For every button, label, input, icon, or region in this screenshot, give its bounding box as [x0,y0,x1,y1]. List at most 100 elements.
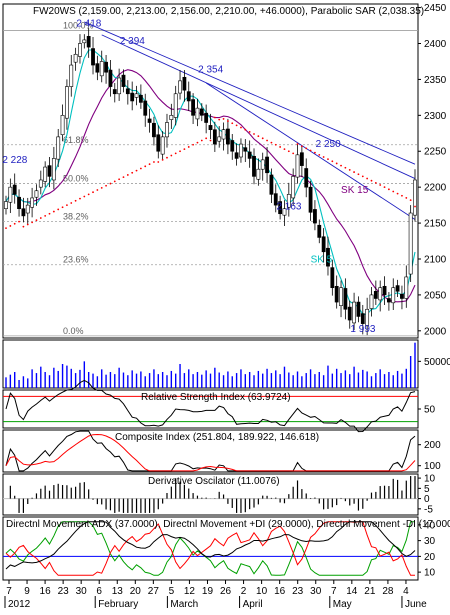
candle-body [291,176,296,199]
sar-dot [61,206,64,209]
dmi-minus-line [5,521,415,576]
fib-label: 0.0% [63,326,84,336]
candle-body [182,76,187,91]
candle-body [34,190,39,198]
y-tick-label-dmi: 20 [424,552,436,563]
candle-body [134,93,139,98]
sar-dot [5,227,7,230]
candle-body [369,294,374,309]
candle-body [391,287,396,304]
sar-dot [18,220,20,223]
x-month-label: February [98,599,138,610]
sar-dot [213,116,216,119]
x-month-label: March [170,599,198,610]
sar-dot [79,197,81,200]
sar-dot [266,139,268,142]
sar-dot [383,186,386,189]
sar-dot [105,184,107,187]
sar-dot [340,164,342,167]
candle-body [86,36,91,48]
candle-body [12,184,17,195]
sar-dot [257,135,260,138]
candle-body [326,247,330,267]
x-day-label: 5 [169,586,175,597]
sar-dot [300,145,303,148]
candle-body [99,61,104,77]
x-day-label: 21 [364,586,376,597]
candle-body [30,197,35,208]
sar-dot [401,194,403,197]
sar-dot [392,190,395,193]
sar-dot [92,191,94,194]
x-day-label: 9 [24,586,30,597]
sar-dot [166,156,168,159]
candle-body [278,201,283,215]
x-day-label: 23 [58,586,70,597]
sar-dot [96,189,99,191]
dmi-adx-line [5,521,416,570]
candle-body [373,291,378,299]
sar-dot [70,202,73,204]
candle-body [243,147,248,152]
ma-label: SK 15 [341,185,369,196]
sar-dot [144,165,147,168]
panel-frame-dmi [2,516,419,581]
x-day-label: 30 [310,586,322,597]
composite-title: Composite Index (251.804, 189.922, 146.6… [115,432,319,443]
candle-body [308,186,313,213]
sar-dot [357,173,360,176]
sar-dot [305,147,308,150]
sar-dot [292,152,295,155]
sar-dot [244,128,247,131]
x-day-label: 12 [184,586,196,597]
sar-dot [344,166,347,169]
candle-body [104,61,108,73]
candle-body [43,166,48,182]
y-tick-label-comp: 200 [424,440,441,451]
sar-dot [218,118,221,121]
candle-body [4,201,8,210]
candle-body [382,285,387,296]
peak-label: 2 418 [76,19,101,30]
y-tick-label-main: 2400 [424,39,447,50]
candle-body [400,293,404,299]
x-month-label: June [405,599,427,610]
candle-body [65,86,69,119]
candle-body [17,196,21,210]
candle-body [304,168,309,188]
peak-label: 2 250 [316,139,341,150]
sar-dot [335,162,338,165]
candle-body [78,43,82,57]
candle-body [165,122,169,138]
x-day-label: 14 [346,586,358,597]
sar-dot [370,179,373,182]
x-day-label: 4 [403,586,409,597]
sar-dot [327,158,329,161]
x-day-label: 28 [382,586,394,597]
candle-body [221,129,226,140]
sar-dot [270,141,273,144]
sar-dot [148,163,151,166]
peak-label: 2 354 [198,65,223,76]
candle-body [330,267,335,289]
sar-dot [196,141,199,144]
sar-dot [287,150,290,153]
y-tick-label-main: 2000 [424,326,447,337]
x-day-label: 16 [40,586,52,597]
candle-body [317,224,322,238]
x-month-label: May [333,599,352,610]
candle-body [69,64,74,87]
sar-dot [405,197,408,199]
sar-dot [366,177,369,180]
x-day-label: 10 [256,586,268,597]
sar-dot [126,174,129,176]
sar-dot [353,171,355,173]
sar-dot [231,122,234,125]
candle-body [273,193,278,206]
x-day-label: 7 [6,586,12,597]
sar-dot [283,148,286,150]
trendline [84,21,416,165]
sar-dot [131,171,134,174]
y-tick-label-vol: 50000 [424,357,450,368]
